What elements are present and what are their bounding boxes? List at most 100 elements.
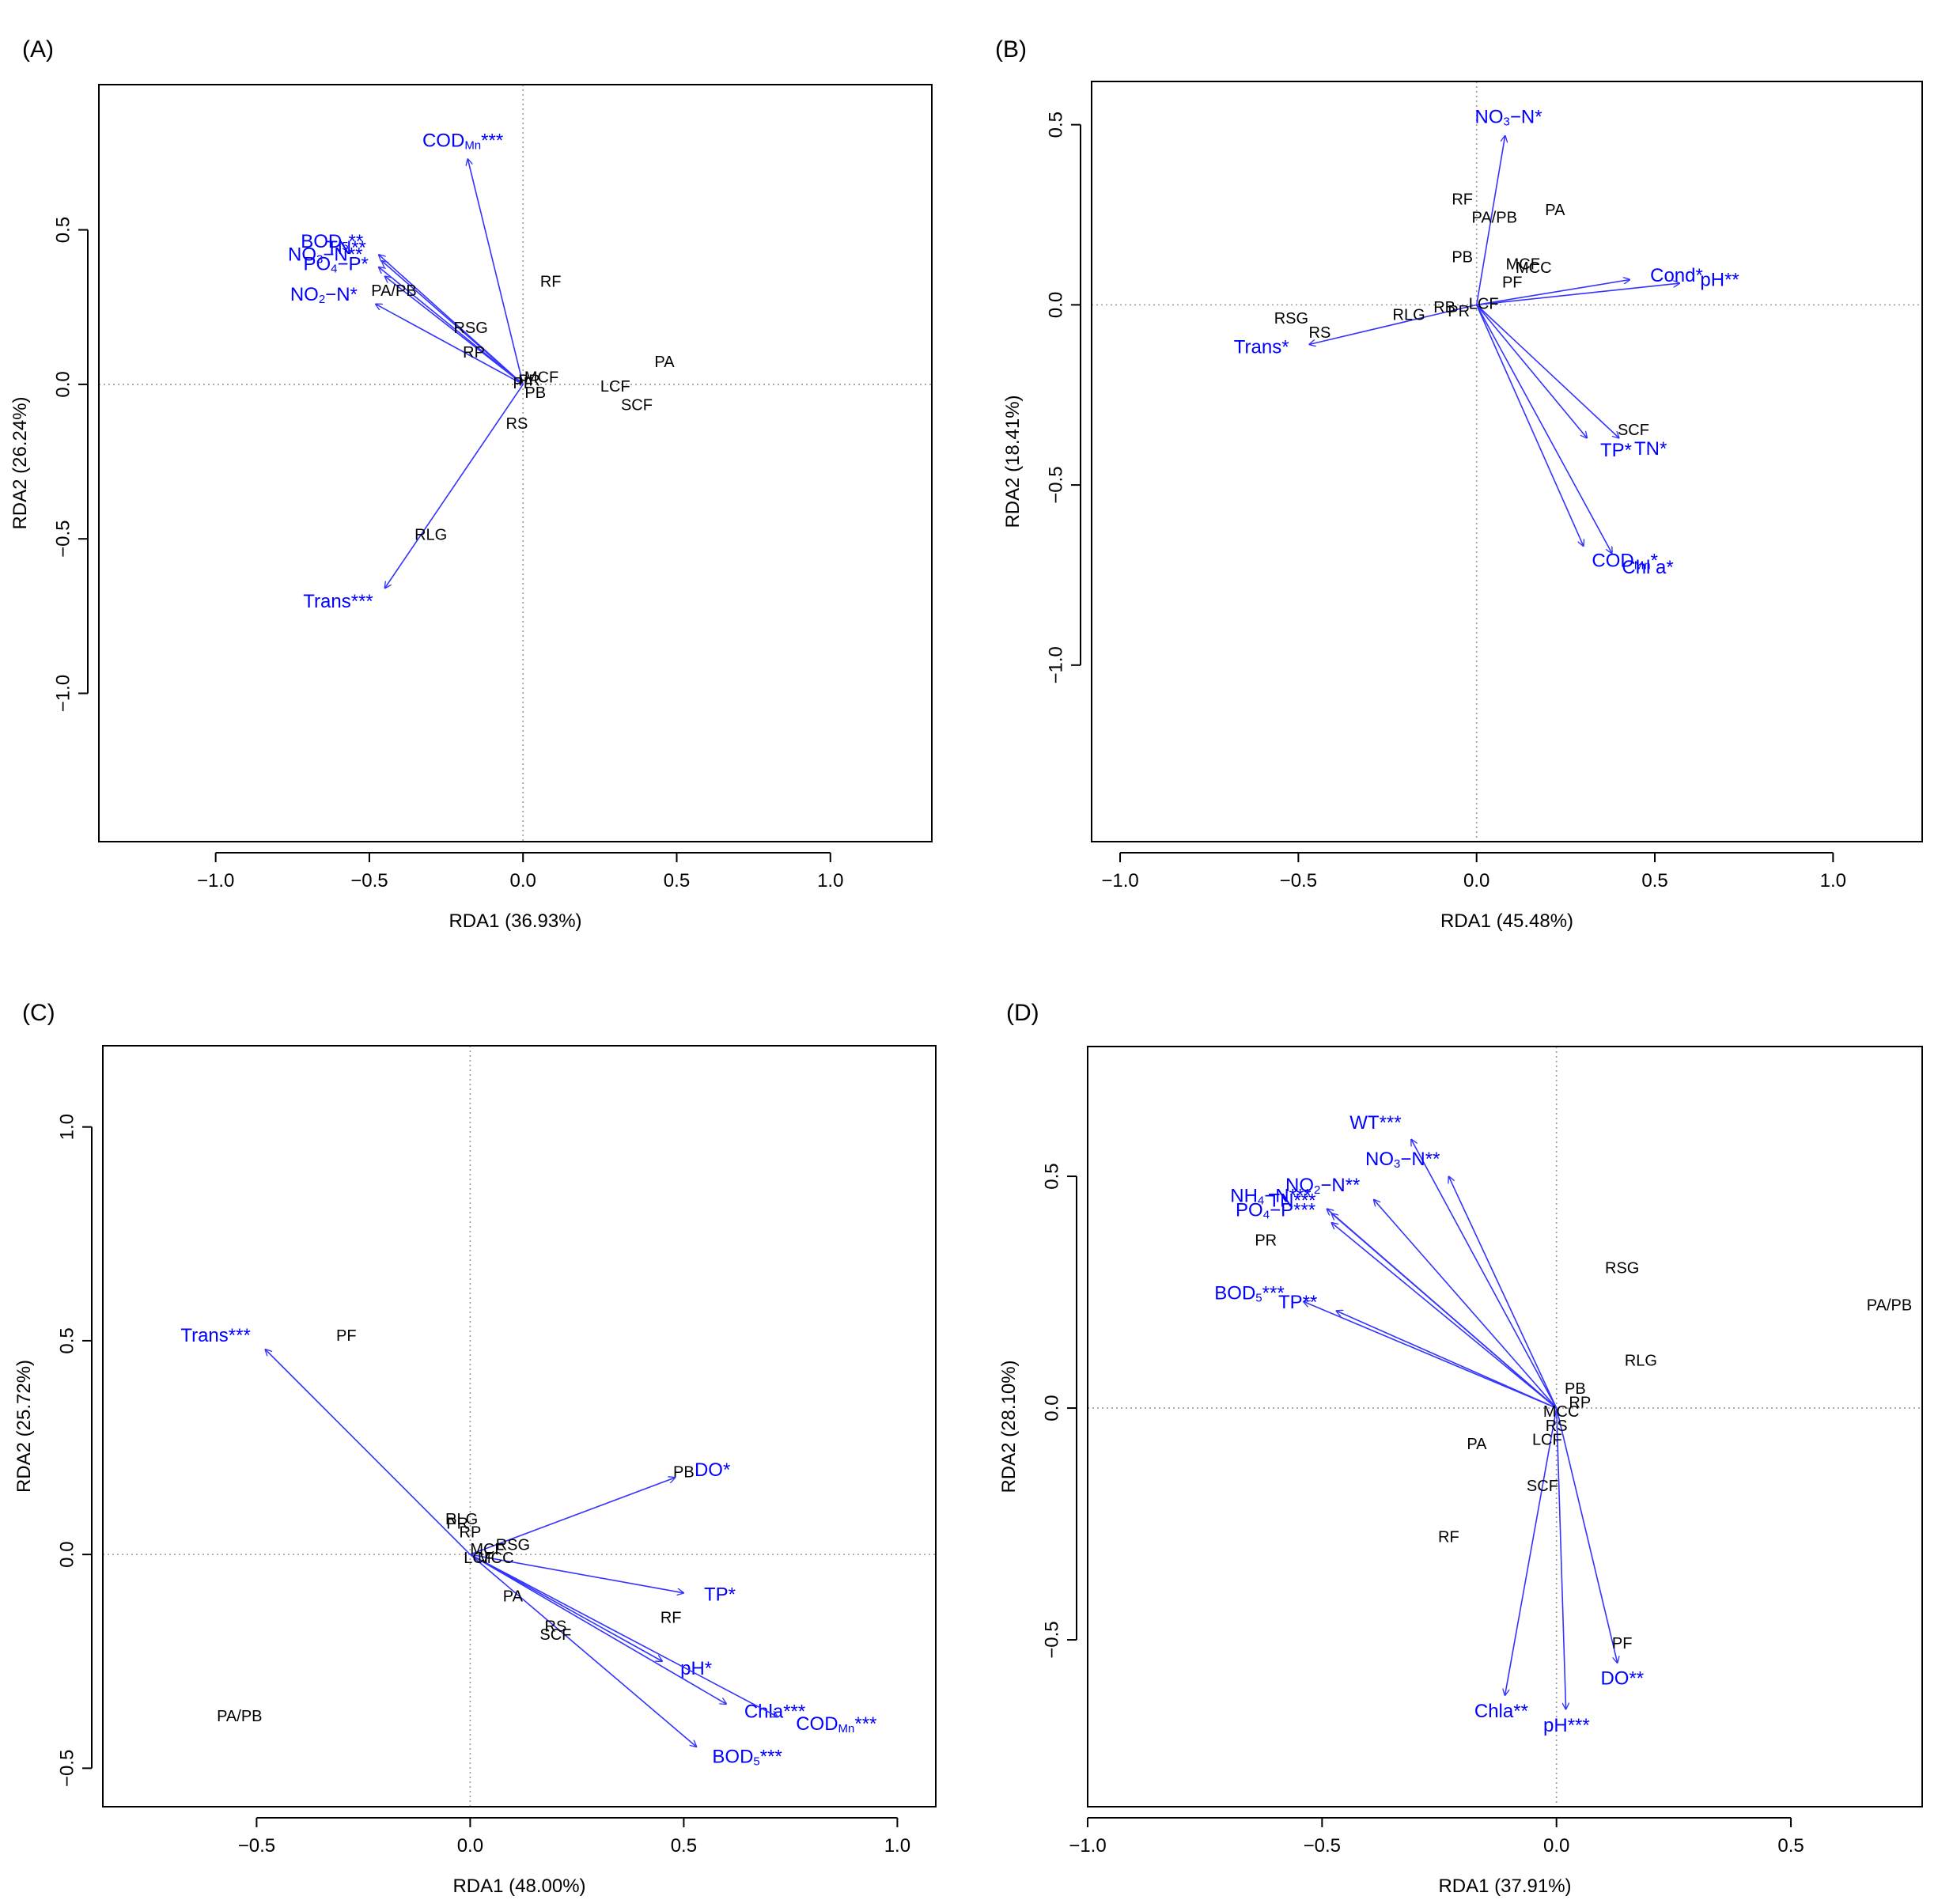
x-tick-label: 0.0 (510, 870, 536, 891)
site-label-pa-pb: PA/PB (217, 1708, 262, 1725)
env-label-codmn: CODMn* (1592, 551, 1658, 573)
site-label-rf: RF (661, 1609, 682, 1626)
site-label-lcf: LCF (464, 1550, 494, 1567)
site-label-pb: PB (673, 1464, 695, 1482)
x-tick-label: −1.0 (197, 870, 234, 891)
site-label-pr: PR (446, 1516, 468, 1533)
y-axis-label: RDA2 (26.24%) (9, 396, 31, 529)
plot-frame (1091, 81, 1923, 842)
env-label-trans: Trans* (1234, 337, 1289, 358)
panel-b: (B) −1.0 −0.5 0.0 0.5 1.0 −1.0 −0.5 0.0 0.5 RDA1 (… (995, 36, 1923, 932)
y-tick-label: −0.5 (52, 520, 74, 558)
site-label-mcf: MCF (470, 1541, 504, 1558)
env-label-ph: pH*** (1543, 1715, 1590, 1736)
site-label-scf: SCF (621, 397, 653, 414)
site-label-scf: SCF (1618, 422, 1649, 439)
site-label-scf: SCF (1527, 1478, 1558, 1495)
env-vector-codmn (470, 1554, 778, 1717)
plot-frame (1087, 1046, 1923, 1807)
env-label-trans: Trans*** (180, 1326, 251, 1347)
site-label-rsg: RSG (1605, 1260, 1639, 1278)
env-vector-wt (1411, 1139, 1558, 1409)
site-label-rp: RP (460, 1524, 482, 1541)
y-tick-label: 0.5 (1041, 1163, 1062, 1189)
env-label-bod5: BOD5** (301, 231, 363, 253)
y-tick-label: 0.0 (56, 1541, 78, 1567)
site-label-pf: PF (336, 1327, 357, 1345)
y-tick-label: 0.5 (56, 1327, 78, 1353)
x-tick-label: −0.5 (350, 870, 388, 891)
env-label-po4-p: PO4−P* (303, 254, 368, 276)
env-vector-chla (1505, 1407, 1558, 1695)
site-label-pf: PF (1612, 1635, 1633, 1652)
site-label-pa: PA (503, 1588, 524, 1605)
env-label-no3-n: NO3−N* (1475, 107, 1542, 129)
env-vector-cond (1476, 279, 1630, 306)
panel-label: (D) (1006, 1000, 1039, 1026)
x-tick-label: 0.5 (671, 1835, 697, 1857)
y-tick-label: 0.0 (1041, 1395, 1062, 1421)
x-tick-label: 0.0 (457, 1835, 483, 1857)
env-vector-codmn (1475, 305, 1584, 546)
env-label-codmn: CODMn*** (422, 131, 503, 153)
plot-frame (102, 1045, 937, 1807)
site-label-rp: RP (463, 344, 485, 361)
site-label-mcf: MCF (1506, 256, 1540, 274)
env-label-no3-n: NO3−N** (1365, 1149, 1440, 1171)
site-label-lcf: LCF (1469, 296, 1499, 313)
site-label-rlg: RLG (1393, 306, 1425, 324)
env-vector-do (470, 1478, 675, 1555)
x-tick-label: −0.5 (1304, 1835, 1341, 1857)
site-label-rlg: RLG (414, 527, 447, 544)
plot-frame (98, 84, 933, 842)
env-label-ph: pH** (1700, 270, 1739, 291)
site-label-pa-pb: PA/PB (1472, 209, 1517, 226)
env-vector-ph (1555, 1408, 1566, 1709)
env-label-tp: TP** (1278, 1292, 1317, 1313)
env-vector-tp (470, 1554, 683, 1593)
site-label-pf: PF (1502, 274, 1523, 291)
site-label-rsg: RSG (1274, 310, 1308, 327)
site-label-rb: RB (1433, 299, 1455, 316)
y-tick-label: −0.5 (1041, 1621, 1062, 1658)
y-tick-label: 1.0 (56, 1114, 78, 1140)
site-label-pr: PR (1255, 1232, 1277, 1249)
env-vector-ph (470, 1554, 662, 1661)
panel-label: (B) (995, 36, 1027, 62)
env-vector-bod5 (469, 1554, 696, 1747)
y-axis-label: RDA2 (18.41%) (1002, 395, 1024, 528)
env-label-do: DO* (695, 1459, 730, 1481)
env-vector-ph (1476, 283, 1680, 306)
site-label-lcf: LCF (1532, 1431, 1562, 1448)
site-label-pb: PB (1565, 1380, 1586, 1398)
env-label-nh4-n: NH4−N*** (1230, 1186, 1311, 1208)
env-vector-tn (1476, 304, 1619, 438)
panel-d: (D) −1.0 −0.5 0.0 0.5 −0.5 0.0 0.5 RDA1 (37.91%)… (998, 1000, 1923, 1897)
site-label-pa-pb: PA/PB (1867, 1296, 1912, 1314)
site-label-mcf: MCF (524, 369, 558, 386)
env-vector-no3-n (1475, 135, 1505, 305)
y-axis-label: RDA2 (28.10%) (998, 1360, 1020, 1493)
site-label-mcc: MCC (1543, 1403, 1580, 1421)
x-tick-label: 0.5 (1641, 870, 1667, 891)
site-label-rlg: RLG (445, 1511, 478, 1528)
site-label-rs: RS (506, 415, 528, 433)
site-label-lcf: LCF (600, 378, 630, 396)
y-tick-label: −1.0 (52, 675, 74, 712)
env-label-chla: Chla** (1474, 1701, 1528, 1722)
env-vector-tn (381, 261, 524, 385)
x-tick-label: −0.5 (238, 1835, 275, 1857)
env-vector-trans (265, 1349, 471, 1555)
site-label-pb: PB (1452, 248, 1473, 266)
env-vector-chla (469, 1554, 726, 1704)
x-tick-label: −0.5 (1280, 870, 1317, 891)
site-label-rs: RS (1309, 324, 1331, 342)
env-vector-trans (384, 384, 524, 589)
y-tick-label: 0.0 (1045, 292, 1066, 318)
site-label-rs: RS (545, 1618, 567, 1635)
x-tick-label: 1.0 (1820, 870, 1846, 891)
env-label-no2-n: NO2−N** (1285, 1175, 1360, 1197)
x-tick-label: 0.0 (1463, 870, 1489, 891)
y-tick-label: −0.5 (1045, 466, 1066, 503)
x-tick-label: 0.5 (1777, 1835, 1804, 1857)
